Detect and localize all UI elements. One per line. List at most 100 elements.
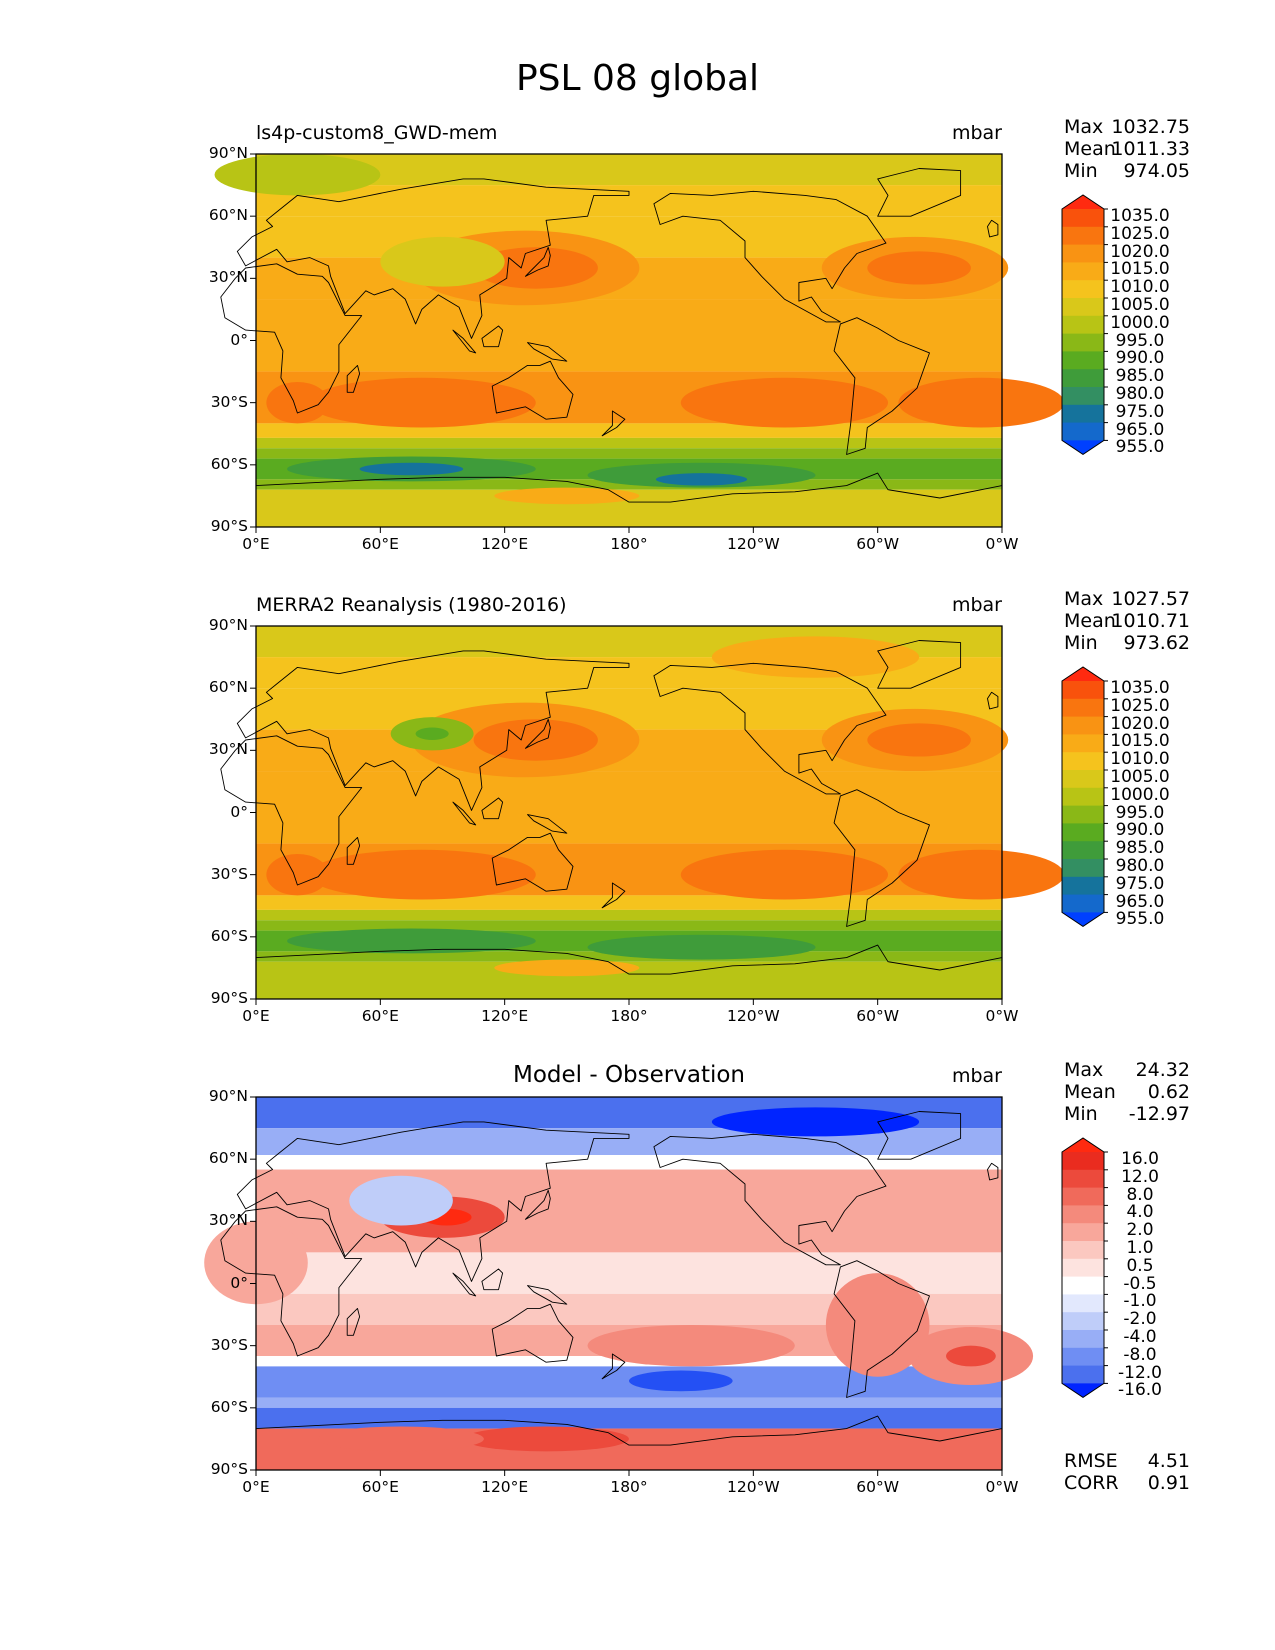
colorbar-label: -0.5 [1123, 1273, 1157, 1294]
colorbar-label: 1005.0 [1110, 767, 1170, 787]
x-tick-label: 180° [610, 1478, 648, 1496]
contour-cell [655, 473, 748, 486]
colorbar-label: 0.5 [1126, 1255, 1154, 1276]
coastline-samerica [833, 1260, 930, 1398]
colorbar-segment [1062, 244, 1104, 263]
contour-cell [415, 727, 449, 740]
coastline-japan [524, 718, 551, 749]
y-tick-label: 60°N [208, 206, 248, 225]
y-tick-label: 0° [230, 802, 248, 821]
colorbar-label: 985.0 [1115, 838, 1165, 859]
y-tick-label: 90°S [210, 1460, 248, 1478]
y-tick-label: 30°N [208, 1211, 248, 1230]
colorbar-label: 12.0 [1121, 1166, 1159, 1187]
colorbar-label: 995.0 [1115, 330, 1165, 351]
colorbar-segment [1062, 805, 1104, 824]
colorbar-segment [1062, 333, 1104, 352]
panel-title: ls4p-custom8_GWD-mem [256, 122, 498, 144]
colorbar-label: 980.0 [1115, 384, 1165, 404]
colorbar-segment [1062, 298, 1104, 317]
colorbar-segment [1062, 1152, 1104, 1171]
colorbar-extend-max [1062, 195, 1104, 209]
contour-band [256, 448, 1002, 459]
colorbar-label: 1010.0 [1110, 749, 1170, 770]
coastline-eurasia [236, 1121, 630, 1282]
colorbar-segment [1062, 1258, 1104, 1278]
colorbar-label: -2.0 [1123, 1309, 1157, 1330]
contour-cell [867, 251, 971, 285]
colorbar-segment [1062, 1223, 1104, 1242]
stat-value: 973.62 [1123, 632, 1190, 654]
colorbar-label: -4.0 [1123, 1327, 1157, 1347]
contour-cell [680, 849, 889, 900]
contour-cell [711, 1107, 920, 1137]
colorbar-segment [1062, 1294, 1104, 1313]
contour-cell [898, 377, 1065, 428]
colorbar-extend-min [1062, 440, 1104, 455]
colorbar-segment [1062, 315, 1104, 335]
colorbar-label: 8.0 [1126, 1184, 1154, 1205]
y-tick-label: 30°N [208, 740, 248, 759]
map-field [214, 154, 1065, 528]
colorbar-label: 990.0 [1115, 348, 1165, 369]
colorbar-segment [1062, 1241, 1104, 1260]
contour-band [256, 920, 1002, 931]
colorbar-label: -8.0 [1123, 1344, 1157, 1365]
colorbar-label: 1000.0 [1110, 784, 1170, 805]
panel-units: mbar [951, 1065, 1002, 1087]
contour-cell [380, 236, 505, 287]
coastline-japan [524, 1189, 551, 1220]
colorbar-segment [1062, 698, 1104, 718]
colorbar-label: 1025.0 [1110, 223, 1170, 244]
corr-value: 0.91 [1147, 1472, 1190, 1494]
contour-cell [629, 1370, 733, 1392]
x-tick-label: 0°E [242, 1478, 270, 1496]
colorbar-segment [1062, 770, 1104, 789]
colorbar-segment [1062, 369, 1104, 388]
y-tick-label: 0° [230, 1273, 248, 1292]
colorbar-segment [1062, 209, 1104, 228]
contour-cell [587, 1324, 795, 1367]
x-tick-label: 120°W [726, 1007, 780, 1025]
stat-value: 24.32 [1135, 1059, 1190, 1081]
coastline-borneo [481, 1268, 504, 1291]
coastline-africa [220, 1206, 363, 1357]
colorbar-label: 1025.0 [1110, 695, 1170, 716]
x-tick-label: 60°W [856, 1007, 900, 1025]
coastline-nz [601, 1353, 626, 1380]
colorbar-extend-max [1062, 667, 1104, 681]
contour-band [256, 771, 1002, 844]
coastline-sumatra [452, 1272, 477, 1297]
x-tick-label: 60°E [361, 1478, 399, 1496]
stat-value: 0.62 [1147, 1081, 1190, 1103]
colorbar-extend-min [1062, 912, 1104, 927]
coastline-australia [491, 1303, 574, 1363]
colorbar-label: 16.0 [1121, 1149, 1159, 1169]
y-tick-label: 90°N [208, 144, 248, 162]
contour-cell [494, 959, 640, 977]
y-tick-label: 90°S [210, 517, 248, 535]
coastline-japan [524, 246, 551, 277]
x-tick-label: 60°W [856, 535, 900, 553]
colorbar-label: 965.0 [1115, 419, 1165, 440]
y-tick-label: 0° [230, 330, 248, 349]
colorbar-label: 1.0 [1126, 1238, 1154, 1258]
coastline-australia [491, 360, 574, 420]
x-tick-label: 60°E [361, 535, 399, 553]
x-tick-label: 120°E [481, 1007, 529, 1025]
coastline-greenland [877, 640, 962, 689]
contour-band [256, 423, 1002, 438]
coastline-borneo [481, 325, 504, 348]
colorbar-label: 1020.0 [1110, 713, 1170, 734]
colorbar-label: 1000.0 [1110, 312, 1170, 333]
colorbar-extend-min [1062, 1383, 1104, 1398]
contour-band [256, 1155, 1002, 1170]
colorbar-label: -16.0 [1118, 1380, 1162, 1401]
y-tick-label: 30°N [208, 268, 248, 287]
coastline-uk [987, 219, 999, 238]
map-field [220, 626, 1065, 1000]
contour-cell [307, 377, 536, 428]
contour-cell [473, 247, 598, 289]
contour-cell [349, 1175, 453, 1226]
coastline-madagascar [346, 1307, 361, 1336]
